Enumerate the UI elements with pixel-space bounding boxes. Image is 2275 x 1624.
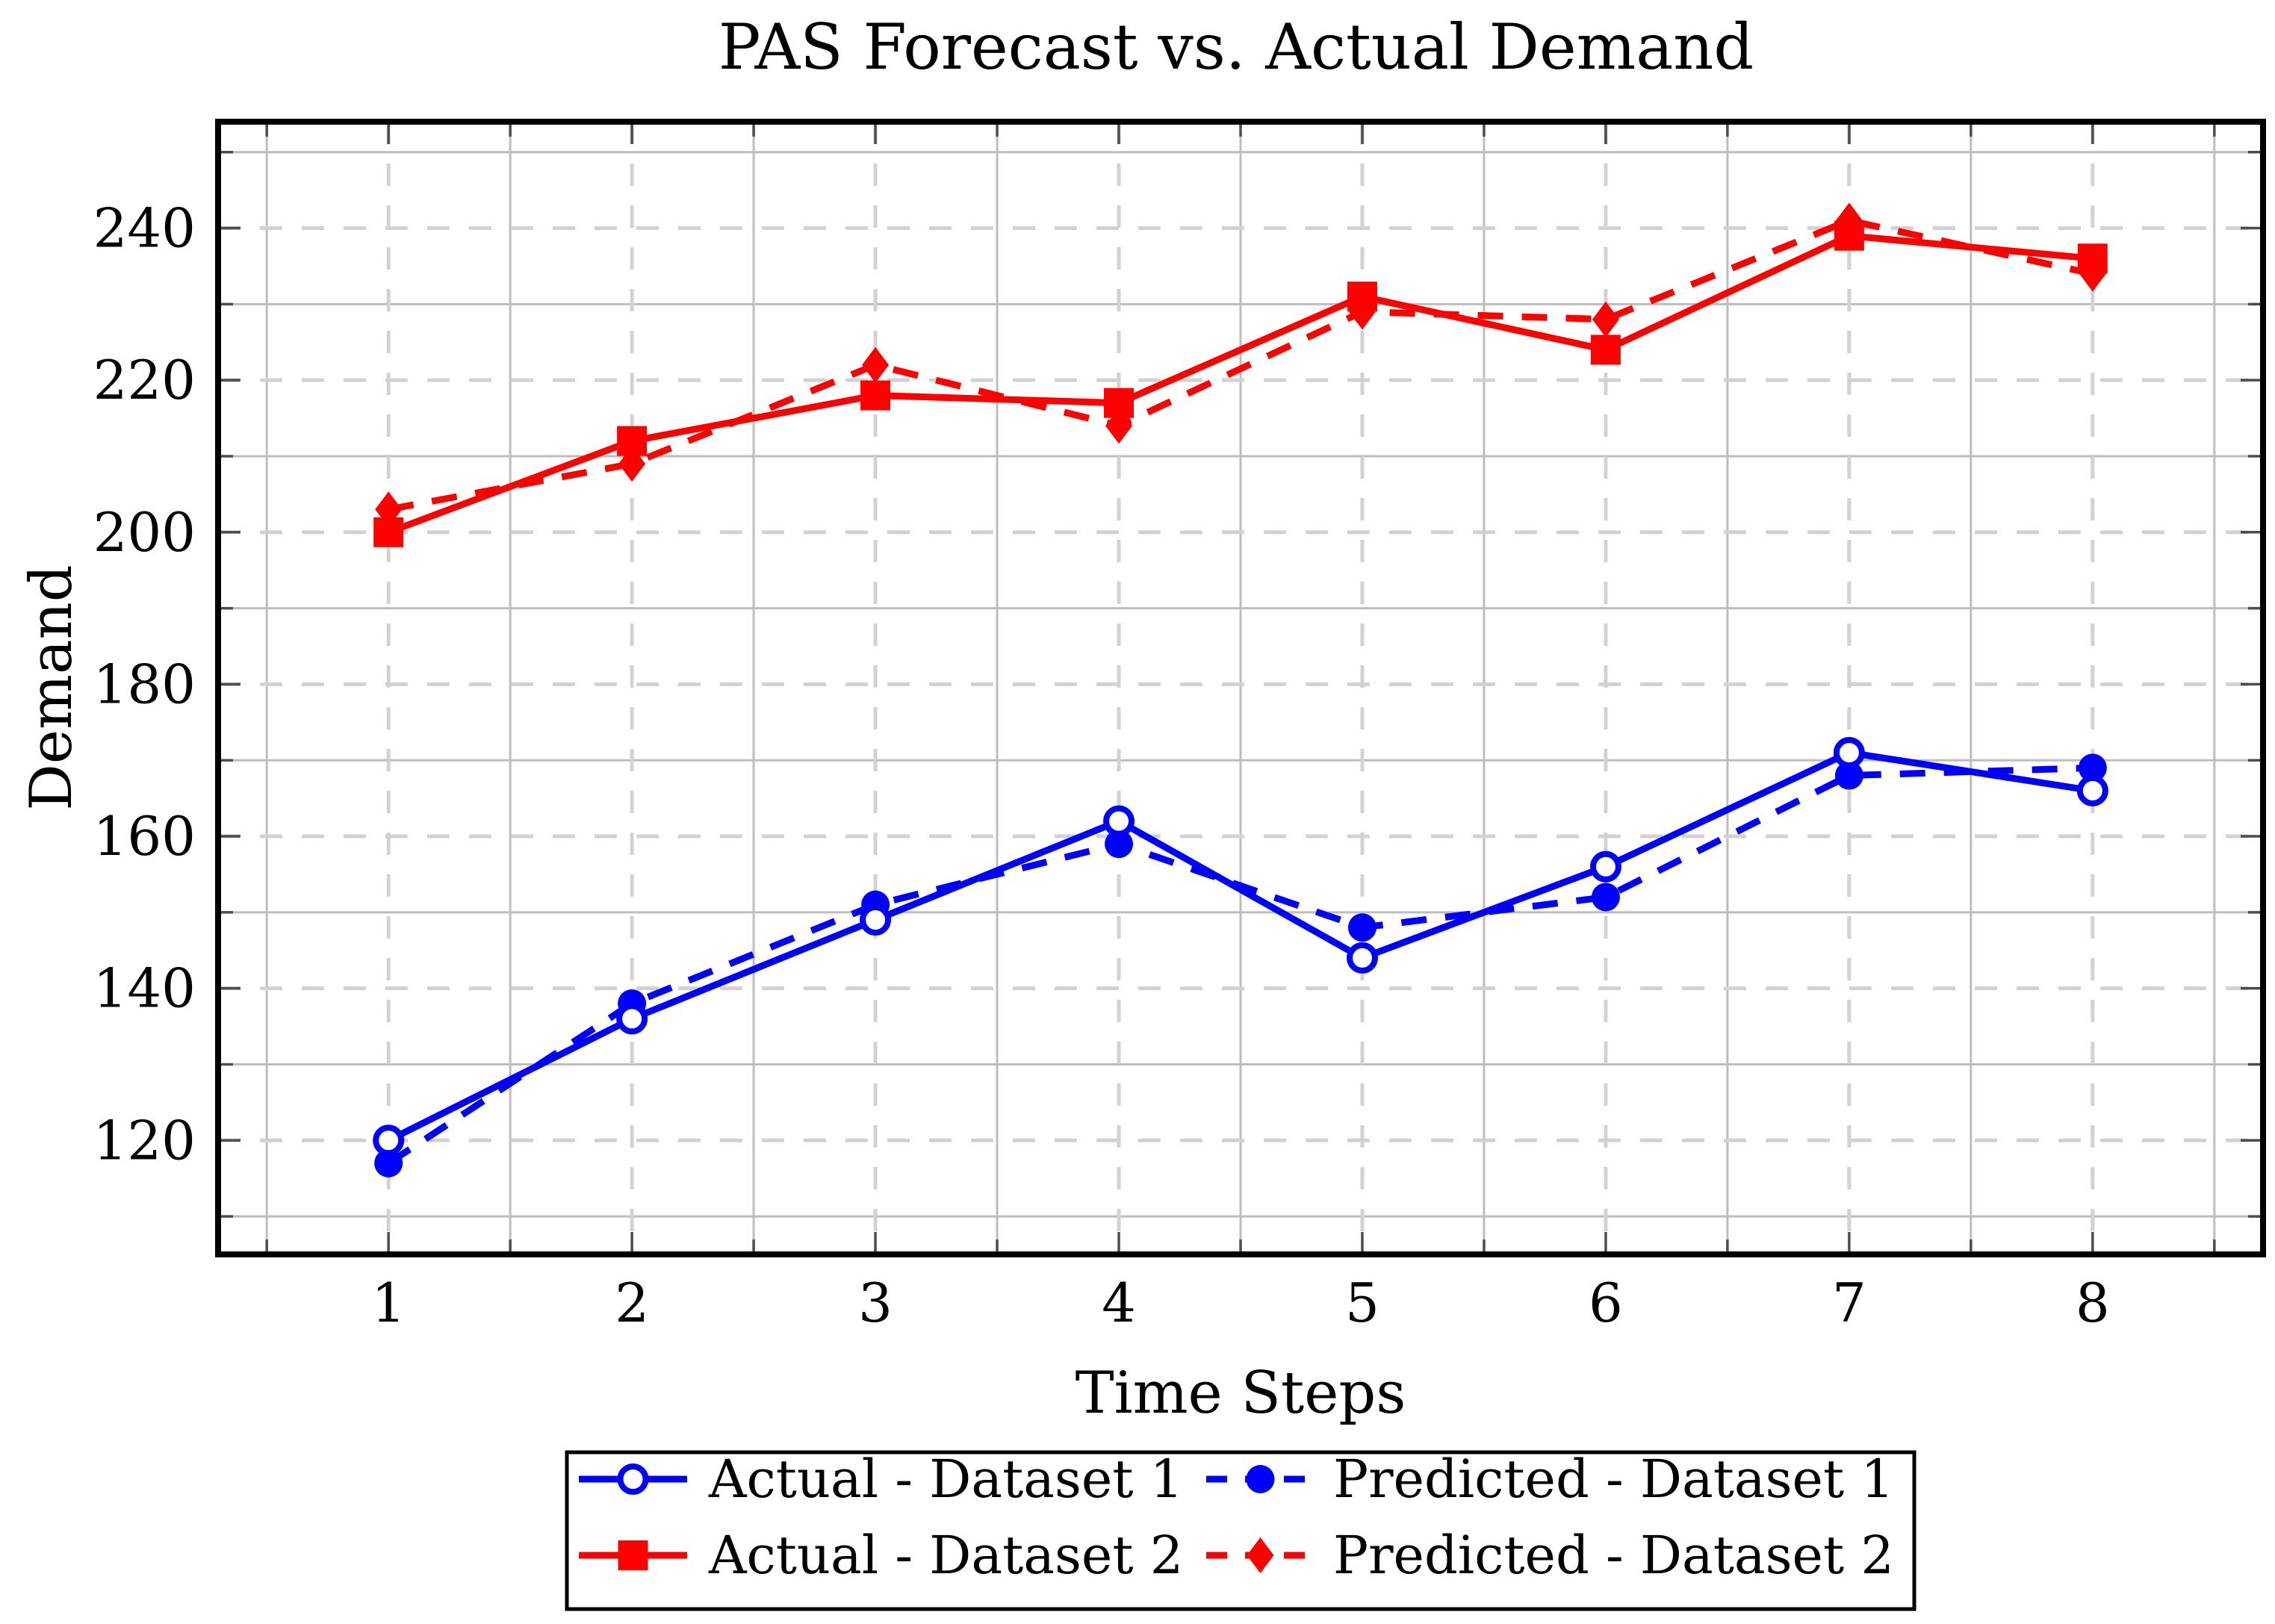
legend-sample-predicted-dataset-1: [1206, 1465, 1315, 1493]
major-gridlines: [218, 122, 2263, 1254]
y-tick-label: 220: [93, 349, 196, 411]
legend: Actual - Dataset 1 Predicted - Dataset 1…: [565, 1449, 1916, 1611]
y-tick-label: 160: [93, 805, 196, 868]
x-tick-label: 4: [1102, 1272, 1136, 1334]
legend-label-predicted-dataset-1: Predicted - Dataset 1: [1333, 1449, 1894, 1510]
y-tick-label: 140: [93, 957, 196, 1020]
series-actual-dataset-1: [373, 737, 2108, 1157]
legend-label-actual-dataset-2: Actual - Dataset 2: [708, 1525, 1183, 1586]
y-axis-label: Demand: [18, 564, 85, 810]
legend-label-predicted-dataset-2: Predicted - Dataset 2: [1333, 1525, 1894, 1586]
plot-area: 120 140 160 180 200 220 240 1 2 3 4 5 6 7 8: [93, 119, 2266, 1334]
x-tick-label: 5: [1345, 1272, 1379, 1334]
y-tick-label: 180: [93, 653, 196, 715]
minor-gridlines: [218, 122, 2263, 1254]
x-tick-label: 3: [858, 1272, 893, 1334]
y-tick-label: 240: [93, 197, 196, 260]
x-axis-label: Time Steps: [1076, 1360, 1406, 1427]
legend-sample-predicted-dataset-2: [1206, 1537, 1315, 1573]
tick-labels: 120 140 160 180 200 220 240 1 2 3 4 5 6 7 8: [93, 197, 2110, 1334]
x-tick-label: 7: [1832, 1272, 1866, 1334]
x-tick-label: 8: [2076, 1272, 2110, 1334]
legend-box: [565, 1450, 1916, 1611]
x-tick-label: 2: [615, 1272, 649, 1334]
legend-sample-actual-dataset-2: [579, 1540, 687, 1570]
series-actual-dataset-2: [373, 220, 2108, 547]
x-tick-label: 1: [371, 1272, 406, 1334]
legend-sample-actual-dataset-1: [579, 1463, 687, 1495]
x-tick-label: 6: [1589, 1272, 1623, 1334]
chart-title: PAS Forecast vs. Actual Demand: [718, 10, 1754, 84]
plot-frame: [215, 119, 2266, 1257]
y-tick-label: 120: [93, 1109, 196, 1172]
y-tick-label: 200: [93, 501, 196, 564]
legend-label-actual-dataset-1: Actual - Dataset 1: [708, 1449, 1183, 1510]
